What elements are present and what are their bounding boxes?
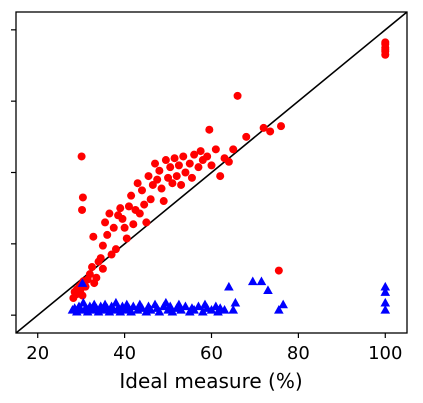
data-point [137, 186, 146, 195]
data-point [157, 184, 166, 193]
data-point [101, 218, 110, 227]
data-point [233, 91, 242, 100]
data-point [380, 287, 391, 296]
series-triangle [67, 276, 391, 316]
x-tick-label: 60 [200, 343, 223, 364]
x-tick-label: 40 [113, 343, 136, 364]
data-point [111, 297, 121, 307]
data-point [78, 297, 89, 307]
data-point [153, 175, 162, 184]
series-circle [69, 38, 390, 303]
data-point [161, 156, 170, 165]
data-point [142, 218, 151, 227]
data-point [229, 145, 238, 154]
plot-area [15, 11, 408, 334]
data-point [170, 154, 179, 163]
data-point [144, 172, 153, 181]
data-point [174, 299, 184, 309]
data-point [174, 161, 183, 170]
data-point [133, 179, 142, 188]
data-point [89, 232, 98, 241]
data-point [266, 127, 275, 136]
reference-line [16, 12, 407, 333]
data-point [277, 122, 286, 131]
data-point [116, 204, 125, 213]
data-point [105, 209, 114, 218]
data-point [140, 200, 149, 209]
data-point [274, 305, 284, 314]
data-point [111, 245, 120, 254]
y-axis [11, 29, 16, 316]
data-point [96, 254, 105, 263]
data-point [172, 172, 181, 181]
data-point [224, 281, 234, 291]
data-point [148, 180, 157, 189]
data-point [181, 168, 190, 177]
data-point [120, 223, 129, 232]
data-point [274, 266, 283, 275]
data-point [154, 306, 165, 316]
data-point [78, 205, 87, 214]
data-point [263, 285, 273, 295]
data-point [185, 159, 194, 168]
data-point [155, 166, 164, 175]
data-point [187, 173, 196, 182]
data-point [228, 305, 239, 314]
data-point [180, 301, 191, 311]
data-point [179, 152, 188, 161]
data-point [247, 276, 258, 286]
data-point [207, 161, 216, 170]
data-point [146, 195, 155, 204]
data-point [224, 157, 233, 166]
data-point [118, 214, 127, 223]
data-point [196, 147, 205, 156]
data-point [190, 150, 199, 159]
data-point [85, 270, 94, 279]
data-point [103, 230, 112, 239]
data-point [242, 132, 251, 141]
x-tick-label: 100 [368, 343, 402, 364]
data-point [194, 163, 203, 172]
data-point [98, 241, 107, 250]
data-point [205, 125, 214, 134]
data-point [98, 264, 107, 273]
data-point [380, 281, 391, 291]
data-point [88, 263, 97, 272]
data-point [216, 172, 225, 181]
data-point [124, 202, 133, 211]
data-point [230, 297, 241, 307]
data-point [211, 145, 220, 154]
x-tick-label: 20 [26, 343, 49, 364]
x-axis-label: Ideal measure (%) [119, 369, 302, 393]
data-point [135, 209, 144, 218]
data-point [168, 179, 177, 188]
data-point [129, 220, 138, 229]
x-tick-label: 80 [287, 343, 310, 364]
data-point [151, 159, 160, 168]
data-point [256, 276, 267, 286]
data-point [122, 234, 131, 243]
data-point [127, 191, 136, 200]
data-point [161, 297, 171, 307]
data-point [159, 197, 168, 206]
data-point [164, 173, 173, 182]
data-point [77, 278, 88, 287]
x-axis: 20 40 60 80 100 [26, 333, 402, 364]
data-point [278, 299, 288, 309]
data-point [203, 152, 212, 161]
data-point [78, 291, 87, 300]
data-point [380, 297, 391, 307]
data-point [380, 305, 391, 314]
data-point [92, 273, 101, 282]
data-point [381, 38, 390, 47]
data-point [166, 163, 175, 172]
data-point [77, 152, 86, 161]
data-point [78, 193, 87, 202]
data-point [107, 250, 116, 259]
data-point [219, 305, 230, 314]
data-point [259, 123, 268, 132]
data-point [177, 180, 186, 189]
data-point [109, 223, 118, 232]
